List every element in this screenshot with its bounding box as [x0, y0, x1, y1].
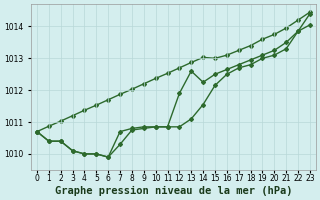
X-axis label: Graphe pression niveau de la mer (hPa): Graphe pression niveau de la mer (hPa) [55, 186, 292, 196]
